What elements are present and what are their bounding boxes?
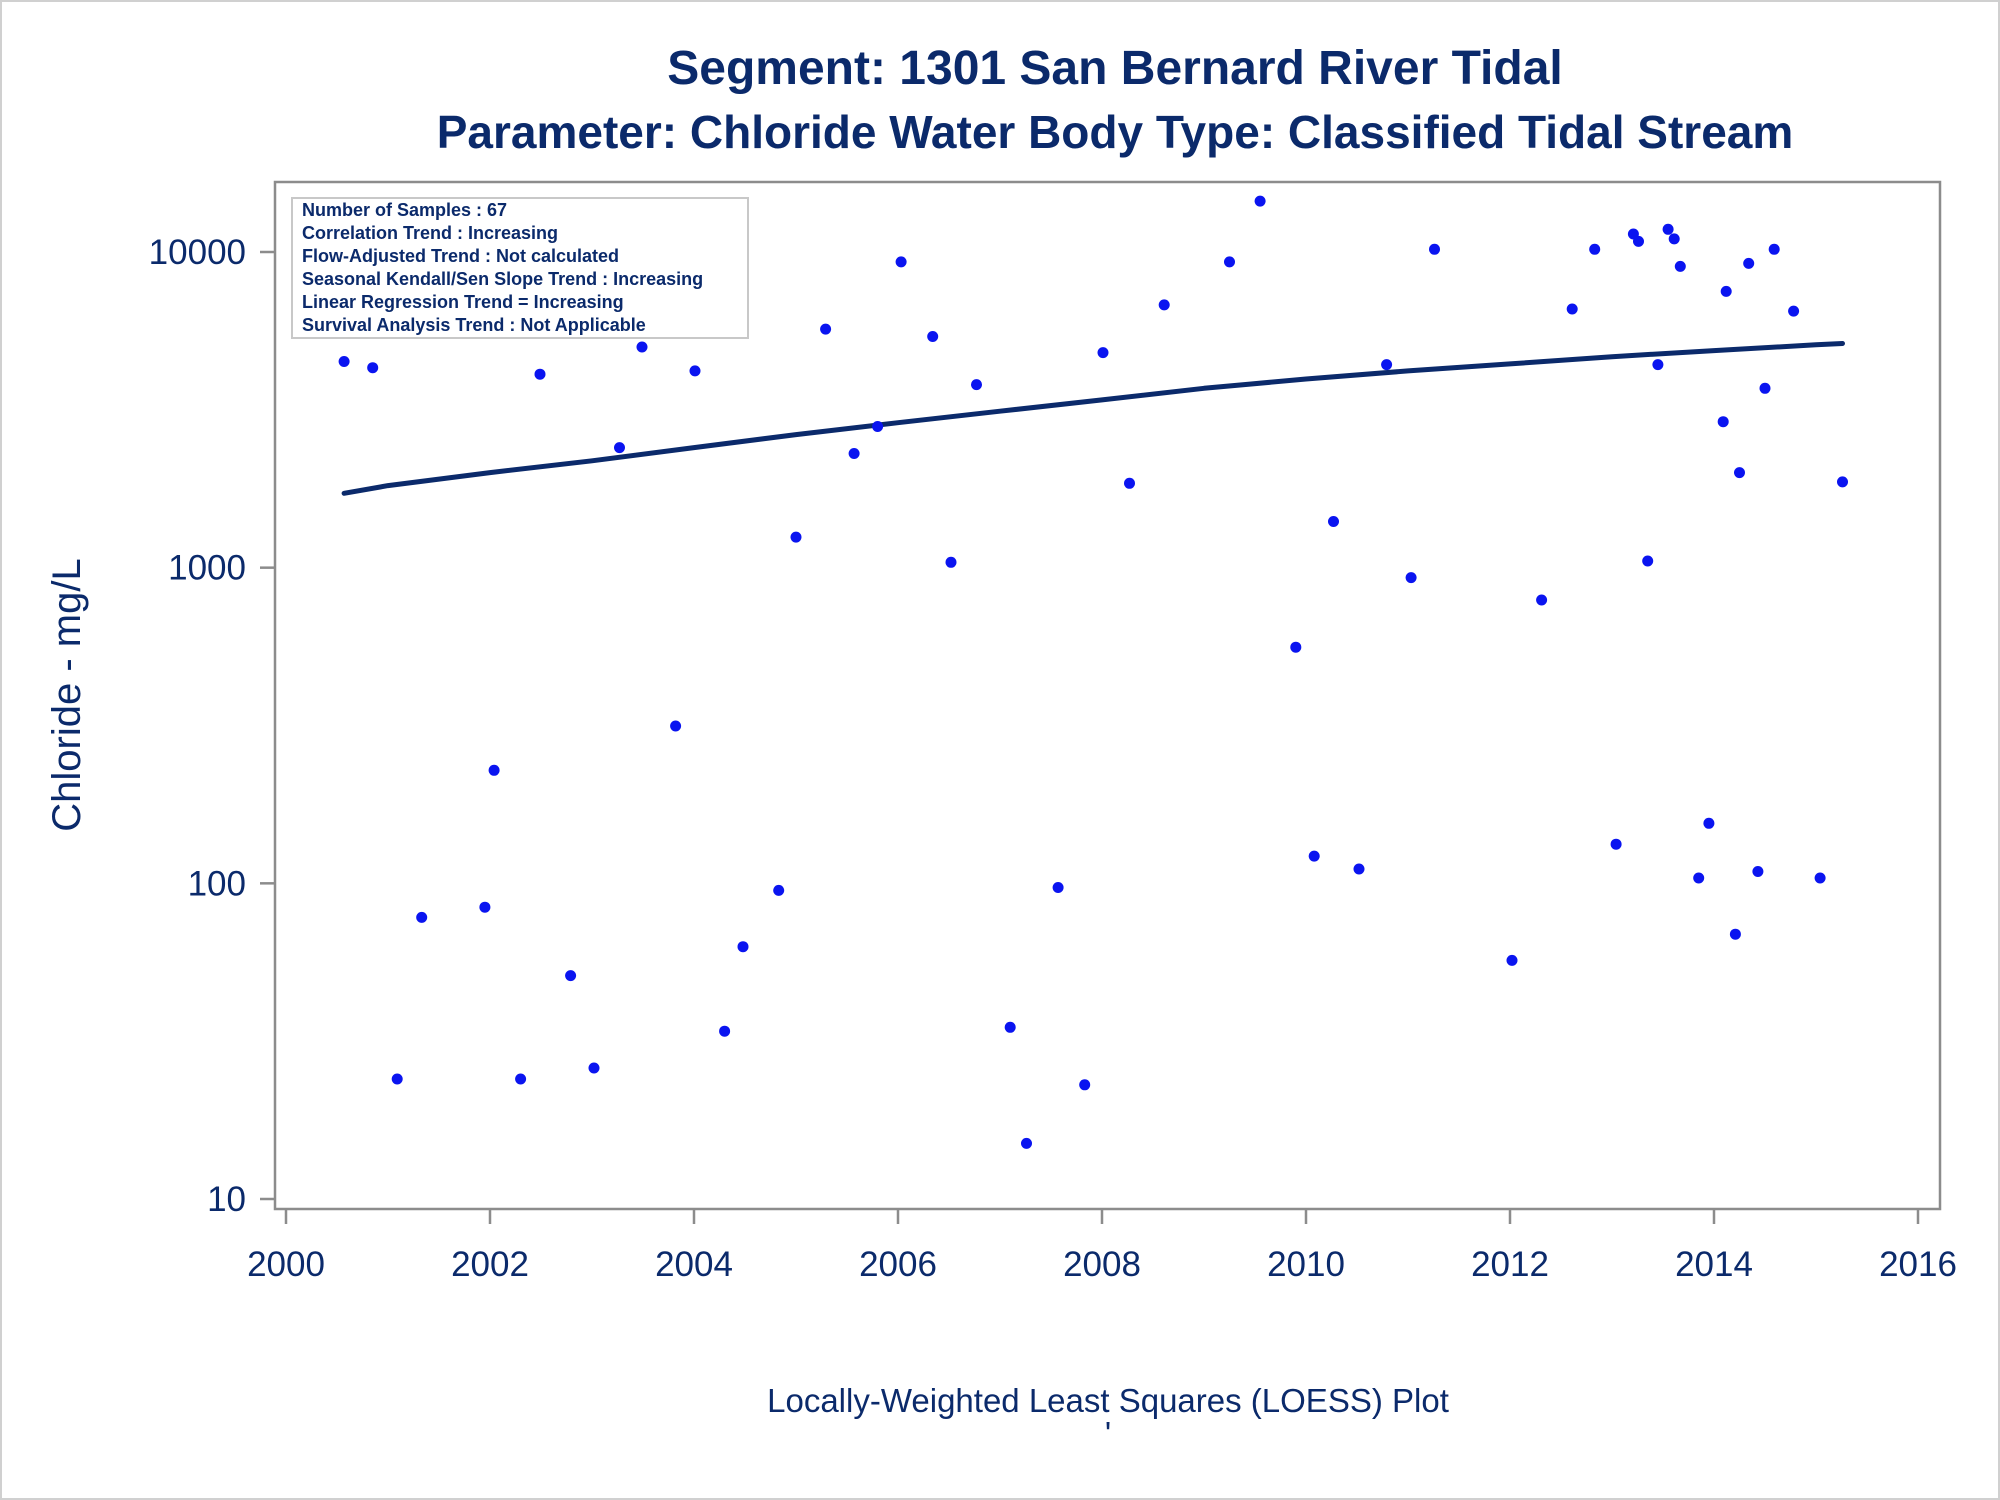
- info-linear-regression-trend: Linear Regression Trend = Increasing: [302, 292, 624, 312]
- data-point: [1097, 347, 1109, 359]
- data-point: [1353, 863, 1365, 875]
- footnote-mark: ': [1105, 1415, 1111, 1452]
- info-flow-adjusted-trend: Flow-Adjusted Trend : Not calculated: [302, 246, 619, 266]
- data-point: [820, 323, 832, 335]
- data-point: [416, 911, 428, 923]
- data-point: [1652, 359, 1664, 371]
- chart-subtitle: Parameter: Chloride Water Body Type: Cla…: [437, 106, 1794, 158]
- data-point: [1768, 243, 1780, 255]
- data-point: [1814, 872, 1826, 884]
- data-point: [670, 720, 682, 732]
- data-point: [1729, 928, 1741, 940]
- data-point: [1328, 516, 1339, 527]
- info-seasonal-kendall-trend: Seasonal Kendall/Sen Slope Trend : Incre…: [302, 269, 703, 289]
- info-samples: Number of Samples : 67: [302, 200, 507, 220]
- loess-trend-line: [341, 341, 1845, 496]
- x-tick-label: 2014: [1675, 1245, 1753, 1284]
- info-box: Number of Samples : 67 Correlation Trend…: [291, 197, 749, 339]
- data-point: [1743, 257, 1755, 269]
- data-point: [1642, 555, 1654, 567]
- data-point: [488, 764, 500, 776]
- plot-area: [273, 180, 1942, 1211]
- data-point: [367, 362, 379, 374]
- data-point: [1703, 817, 1715, 829]
- y-tick-label: 100: [188, 864, 246, 903]
- trend-line-layer: [341, 341, 1845, 496]
- x-tick-label: 2016: [1879, 1245, 1957, 1284]
- data-point: [1004, 1021, 1016, 1033]
- info-survival-analysis-trend: Survival Analysis Trend : Not Applicable: [302, 315, 646, 335]
- data-point: [1610, 838, 1622, 850]
- data-point: [1158, 299, 1170, 311]
- data-points-layer: [338, 195, 1848, 1149]
- data-point: [534, 368, 546, 380]
- data-point: [614, 442, 625, 454]
- data-point: [1381, 359, 1393, 371]
- y-tick-label: 10: [207, 1180, 246, 1219]
- data-point: [565, 970, 577, 982]
- data-point: [479, 901, 491, 913]
- data-point: [515, 1073, 527, 1085]
- x-tick-label: 2012: [1471, 1245, 1549, 1284]
- data-point: [1290, 641, 1302, 653]
- data-point: [737, 941, 749, 953]
- info-correlation-trend: Correlation Trend : Increasing: [302, 223, 558, 243]
- data-point: [1752, 866, 1764, 877]
- data-point: [1536, 594, 1548, 606]
- data-point: [391, 1073, 403, 1085]
- data-point: [1254, 195, 1266, 207]
- chart-title: Segment: 1301 San Bernard River Tidal: [667, 42, 1562, 95]
- data-point: [1224, 256, 1235, 268]
- data-point: [895, 256, 907, 268]
- data-point: [1734, 467, 1745, 479]
- data-point: [1837, 476, 1848, 488]
- data-point: [719, 1025, 731, 1037]
- x-tick-label: 2010: [1267, 1245, 1345, 1284]
- y-tick-label: 1000: [168, 549, 246, 588]
- y-tick-label: 10000: [149, 233, 246, 272]
- data-point: [1662, 223, 1674, 235]
- data-point: [588, 1062, 600, 1074]
- x-tick-label: 2000: [247, 1245, 325, 1284]
- x-tick-label: 2008: [1063, 1245, 1141, 1284]
- footnote: Locally-Weighted Least Squares (LOESS) P…: [767, 1382, 1449, 1419]
- data-point: [1506, 954, 1518, 966]
- x-tick-label: 2006: [859, 1245, 937, 1284]
- x-tick-label: 2004: [655, 1245, 733, 1284]
- data-point: [945, 556, 957, 568]
- data-point: [1668, 233, 1680, 245]
- data-point: [790, 531, 802, 543]
- data-point: [1052, 882, 1064, 893]
- data-point: [689, 365, 701, 377]
- data-point: [1429, 243, 1440, 255]
- data-point: [1720, 285, 1732, 297]
- y-axis: 10 100 1000 10000: [149, 233, 275, 1219]
- data-point: [636, 341, 648, 353]
- data-point: [1021, 1137, 1032, 1149]
- data-point: [971, 379, 982, 391]
- data-point: [1717, 416, 1729, 428]
- data-point: [848, 448, 860, 459]
- data-point: [1589, 243, 1601, 255]
- data-point: [1405, 572, 1417, 584]
- data-point: [338, 356, 350, 367]
- data-point: [773, 884, 785, 896]
- data-point: [1308, 850, 1320, 862]
- info-box-border: [291, 197, 749, 339]
- x-tick-label: 2002: [451, 1245, 529, 1284]
- data-point: [1079, 1079, 1091, 1091]
- data-point: [1124, 477, 1135, 489]
- data-point: [1633, 235, 1644, 247]
- data-point: [927, 331, 939, 342]
- data-point: [1674, 260, 1686, 272]
- data-point: [1788, 305, 1800, 317]
- y-axis-label: Chloride - mg/L: [45, 558, 89, 831]
- data-point: [1566, 303, 1578, 315]
- x-axis: 2000 2002 2004 2006 2008 2010 2012 2014 2016: [247, 1209, 1957, 1284]
- data-point: [872, 421, 884, 432]
- data-point: [1693, 872, 1705, 884]
- data-point: [1759, 382, 1771, 394]
